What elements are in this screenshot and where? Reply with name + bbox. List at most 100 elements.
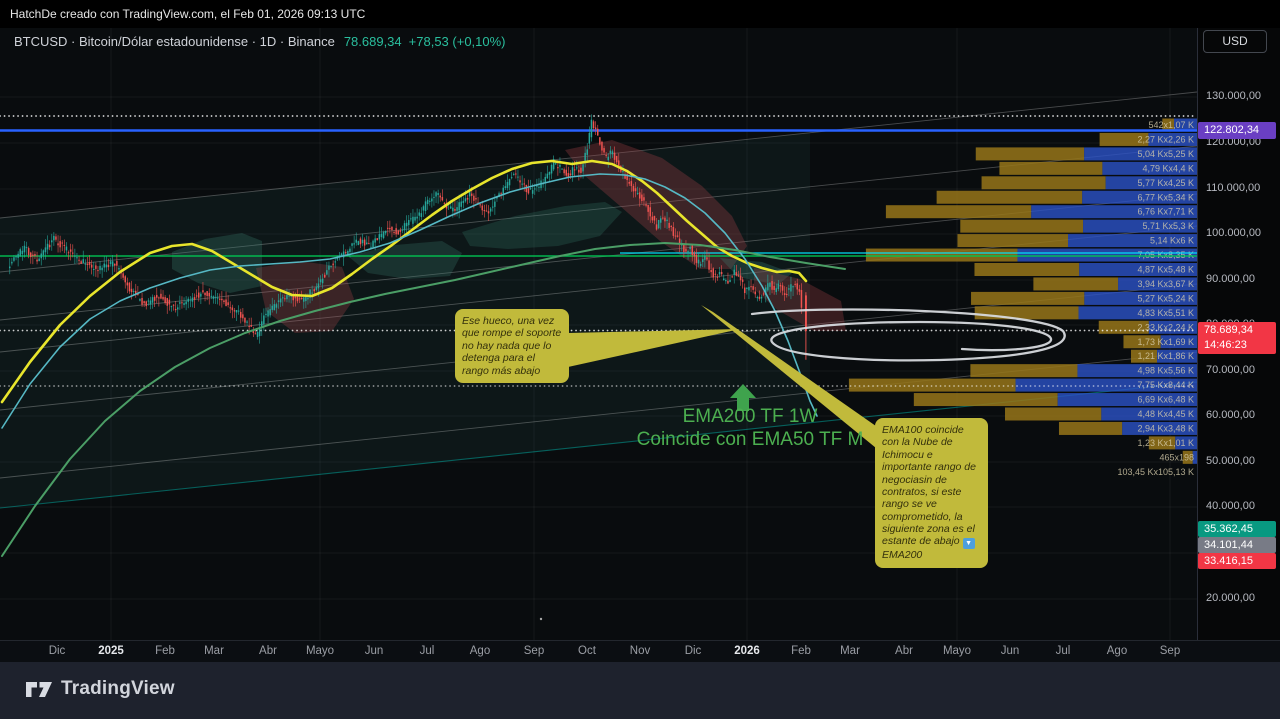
- callout-gap-note[interactable]: Ese hueco, una vez que rompe el soporte …: [455, 309, 569, 383]
- ema-note-line1: EMA200 TF 1W: [682, 406, 818, 427]
- time-axis-label: Mar: [840, 645, 860, 657]
- vp-bar-up: [1099, 132, 1149, 146]
- callout-ema100-tail: [701, 305, 893, 448]
- vp-bar-down: [1017, 248, 1197, 262]
- vp-bar-down: [1173, 118, 1197, 132]
- vp-bar-down: [1157, 349, 1197, 363]
- vp-bar-down: [1084, 291, 1197, 305]
- vp-bar-down: [1082, 190, 1197, 204]
- price-tick-label: 90.000,00: [1206, 273, 1255, 285]
- vp-bar-up: [981, 176, 1106, 190]
- tradingview-logo[interactable]: TradingView: [26, 678, 175, 700]
- vp-bar-up: [971, 291, 1085, 305]
- price-tick-label: 20.000,00: [1206, 592, 1255, 604]
- ema-note-line2: Coincide con EMA50 TF M: [636, 429, 864, 451]
- vp-bar-up: [1123, 335, 1161, 349]
- time-axis-label: Abr: [259, 645, 277, 657]
- vp-bar-up: [1148, 436, 1176, 450]
- vp-bar-down: [1148, 132, 1197, 146]
- vp-row-label: 542x1,07 K: [1148, 120, 1194, 130]
- vp-bar-down: [1118, 277, 1197, 291]
- time-axis-label: Oct: [578, 645, 596, 657]
- chart-pane[interactable]: 542x1,07 K 2,27 Kx2,26 K 5,04 Kx5,25 K 4,79…: [0, 28, 1197, 640]
- vp-row-label: 4,98 Kx5,56 K: [1137, 366, 1194, 376]
- vp-row-label: 5,77 Kx4,25 K: [1137, 178, 1194, 188]
- up-arrow-marker-stem: [737, 398, 749, 411]
- grid: [0, 28, 1197, 640]
- ichimoku-cloud: [172, 140, 846, 333]
- time-axis-label: Dic: [48, 645, 66, 657]
- symbol-title[interactable]: BTCUSD · Bitcoin/Dólar estadounidense · …: [14, 34, 335, 49]
- time-axis-label: Mar: [204, 645, 224, 657]
- time-axis-label: Ago: [1106, 645, 1128, 657]
- vp-bar-up: [1162, 118, 1174, 132]
- callout-ema100-suffix: EMA200: [882, 549, 923, 562]
- vp-bar-up: [974, 263, 1080, 276]
- price-tick-label: 100.000,00: [1206, 227, 1262, 239]
- price-scale[interactable]: USD 130.000,00 120.000,00 110.000,00 100.00…: [1197, 28, 1280, 640]
- vp-row-label: 5,27 Kx5,24 K: [1137, 293, 1194, 303]
- time-axis-label: Ago: [469, 645, 491, 657]
- vp-bar-down: [1068, 234, 1197, 248]
- time-axis-label: Jun: [1000, 645, 1020, 657]
- vp-bar-up: [1058, 421, 1123, 435]
- currency-toggle-button[interactable]: USD: [1203, 30, 1267, 53]
- vp-bar-down: [1015, 378, 1197, 392]
- tradingview-logo-icon: [26, 681, 52, 697]
- footer-bar: TradingView: [0, 662, 1280, 719]
- vp-bar-down: [1122, 421, 1197, 435]
- vp-bar-down: [1084, 147, 1197, 161]
- vp-bar-up: [1005, 407, 1102, 421]
- time-axis-label: Nov: [629, 645, 651, 657]
- vp-bar-up: [1130, 349, 1158, 363]
- vp-bar-up: [975, 147, 1085, 161]
- hand-drawings[interactable]: [568, 305, 1066, 448]
- price-tick-label: 110.000,00: [1206, 182, 1261, 194]
- vp-bar-up: [1033, 277, 1119, 291]
- vp-row-label: 6,69 Kx6,48 K: [1137, 395, 1194, 405]
- price-chart[interactable]: 542x1,07 K 2,27 Kx2,26 K 5,04 Kx5,25 K 4,79…: [0, 28, 1197, 640]
- vp-bar-up: [913, 393, 1058, 407]
- time-axis-label: Jul: [1055, 645, 1071, 657]
- vp-bar-up: [974, 306, 1079, 320]
- price-tick-label: 120.000,00: [1206, 136, 1262, 148]
- vp-row-label: 6,77 Kx5,34 K: [1137, 192, 1194, 202]
- price-tick-label: 40.000,00: [1206, 500, 1255, 512]
- vp-bar-up: [865, 248, 1018, 262]
- vp-bar-down: [1101, 407, 1197, 421]
- vp-bar-up: [970, 364, 1078, 378]
- candlestick-series: [9, 114, 807, 360]
- vp-bar-up: [960, 219, 1084, 233]
- vp-bar-down: [1105, 176, 1197, 190]
- callout-ema100-note[interactable]: EMA100 coincide con la Nube de Ichimocu …: [875, 418, 988, 568]
- vp-row-label: 7,75 Kx8,44 K: [1137, 380, 1194, 390]
- vp-bar-down: [1083, 219, 1197, 233]
- time-axis-label: Feb: [155, 645, 175, 657]
- ema-confluence-note[interactable]: EMA200 TF 1W Coincide con EMA50 TF M: [585, 405, 915, 451]
- vp-bar-down: [1031, 205, 1197, 219]
- vp-bar-up: [848, 378, 1016, 392]
- price-tag: 78.689,34 14:46:23: [1198, 322, 1276, 354]
- vp-row-label: 6,76 Kx7,71 K: [1137, 207, 1194, 217]
- time-axis-label: Abr: [895, 645, 913, 657]
- time-axis-label: Dic: [684, 645, 702, 657]
- symbol-header[interactable]: BTCUSD · Bitcoin/Dólar estadounidense · …: [14, 34, 506, 49]
- vp-row-label: 4,83 Kx5,51 K: [1137, 308, 1194, 318]
- vp-bar-down: [1079, 263, 1197, 276]
- price-channel[interactable]: [0, 91, 1197, 509]
- time-axis-label: Jul: [419, 645, 435, 657]
- time-axis[interactable]: Dic 2025 Feb Mar Abr Mayo Jun Jul Ago Sep Oct Nov Di…: [0, 640, 1280, 663]
- vp-row-label: 7,05 Kx8,35 K: [1137, 250, 1194, 260]
- ema-mid-cyan: [1, 173, 818, 429]
- price-tag: 34.101,44: [1198, 537, 1276, 553]
- vp-bar-down: [1160, 335, 1197, 349]
- price-tick-label: 50.000,00: [1206, 455, 1255, 467]
- vp-bar-down: [1057, 393, 1197, 407]
- vp-row-label: 2,33 Kx2,24 K: [1137, 322, 1194, 332]
- up-arrow-marker: [730, 384, 756, 398]
- time-axis-label: Mayo: [305, 645, 335, 657]
- attribution-text: HatchDe creado con TradingView.com, el F…: [10, 7, 366, 21]
- time-axis-label: Jun: [364, 645, 384, 657]
- time-axis-label: Feb: [791, 645, 811, 657]
- ema-lines: [0, 159, 846, 557]
